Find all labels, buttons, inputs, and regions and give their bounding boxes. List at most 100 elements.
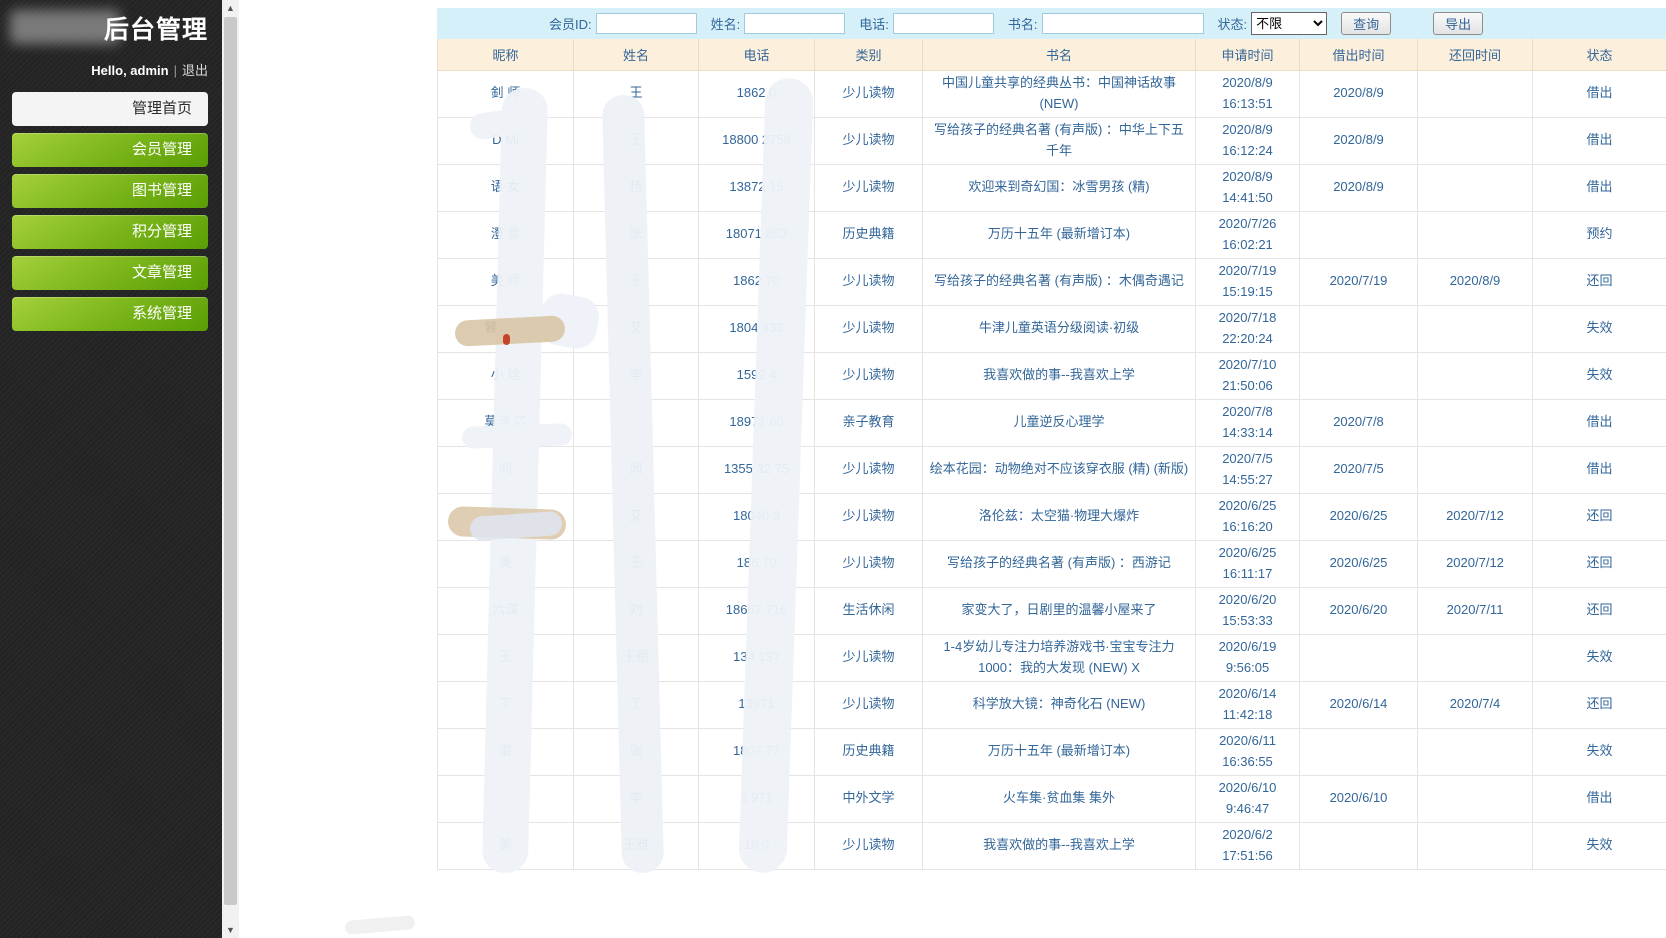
cell-nick: 小 琀: [437, 351, 574, 400]
cell-return_time: 2020/7/11: [1417, 586, 1533, 635]
greeting-separator: |: [173, 63, 177, 78]
status-select[interactable]: 不限: [1251, 12, 1328, 35]
cell-book: 写给孩子的经典名著 (有声版) ：木偶奇遇记: [922, 257, 1196, 306]
book-input[interactable]: [1041, 13, 1204, 34]
cell-category: 亲子教育: [814, 398, 923, 447]
cell-return_time: [1417, 210, 1533, 259]
cell-book: 1-4岁幼儿专注力培养游戏书·宝宝专注力1000：我的大发现 (NEW) X: [922, 633, 1196, 682]
cell-category: 少儿读物: [814, 163, 923, 212]
cell-phone: 186 70: [698, 539, 815, 588]
status-label: 状态:: [1217, 17, 1248, 32]
cell-nick: 美: [437, 821, 574, 870]
table-row: 澄 意张 18071 883 历史典籍 万历十五年 (最新增订本) 2020/7/26 …: [437, 210, 1666, 259]
cell-apply_time: 2020/7/10 21:50:06: [1195, 351, 1300, 400]
table-row: 莫泮 芯 18971 60 亲子教育 儿童逆反心理学 2020/7/8 14:33:14…: [437, 398, 1666, 447]
cell-nick: 饕 襄）: [437, 304, 574, 353]
cell-phone: 1862 70: [698, 257, 815, 306]
cell-return_time: [1417, 445, 1533, 494]
column-header-7: 还回时间: [1417, 39, 1533, 71]
cell-return_time: 2020/7/12: [1417, 492, 1533, 541]
table-row: 小 琀李 1592 4 少儿读物 我喜欢做的事--我喜欢上学 2020/7/10 21:…: [437, 351, 1666, 400]
cell-name: 闻: [573, 445, 699, 494]
phone-input[interactable]: [892, 13, 994, 34]
cell-name: 王: [573, 69, 699, 118]
sidebar-menu-item-5[interactable]: 系统管理: [12, 297, 208, 331]
scrollbar-thumb[interactable]: [224, 17, 237, 905]
cell-name: 王: [573, 539, 699, 588]
member-id-input[interactable]: [595, 13, 697, 34]
cell-phone: 1355 32 75: [698, 445, 815, 494]
sidebar-menu-item-0[interactable]: 管理首页: [12, 92, 208, 126]
cell-apply_time: 2020/8/9 16:12:24: [1195, 116, 1300, 165]
cell-apply_time: 2020/8/9 14:41:50: [1195, 163, 1300, 212]
cell-phone: 18800 2756: [698, 116, 815, 165]
cell-category: 少儿读物: [814, 680, 923, 729]
cell-return_time: [1417, 633, 1533, 682]
cell-apply_time: 2020/7/5 14:55:27: [1195, 445, 1300, 494]
column-header-0: 昵称: [437, 39, 574, 71]
sidebar-menu-item-2[interactable]: 图书管理: [12, 174, 208, 208]
cell-status: 还回: [1532, 257, 1666, 306]
cell-phone: 13971: [698, 680, 815, 729]
scrollbar-down-arrow-icon[interactable]: ▼: [222, 922, 239, 938]
logout-link[interactable]: 退出: [181, 63, 208, 78]
cell-nick: 潜: [437, 727, 574, 776]
cell-name: [573, 398, 699, 447]
cell-phone: 134 137: [698, 633, 815, 682]
cell-book: 欢迎来到奇幻国：冰雪男孩 (精): [922, 163, 1196, 212]
column-header-2: 电话: [698, 39, 815, 71]
cell-lend_time: 2020/7/19: [1299, 257, 1418, 306]
table-row: 美 师王 1862 70 少儿读物 写给孩子的经典名著 (有声版) ：木偶奇遇记 202…: [437, 257, 1666, 306]
cell-return_time: [1417, 116, 1533, 165]
cell-nick: [437, 774, 574, 823]
cell-category: 少儿读物: [814, 445, 923, 494]
cell-status: 还回: [1532, 539, 1666, 588]
top-gap: [240, 0, 1666, 8]
cell-category: 少儿读物: [814, 257, 923, 306]
cell-nick: 六谋: [437, 586, 574, 635]
cell-name: 张: [573, 210, 699, 259]
cell-status: 还回: [1532, 492, 1666, 541]
cell-category: 少儿读物: [814, 304, 923, 353]
cell-status: 借出: [1532, 69, 1666, 118]
table-header-row: 昵称 姓名 电话 类别 书名 申请时间 借出时间 还回时间 状态: [437, 39, 1666, 71]
cell-apply_time: 2020/7/8 14:33:14: [1195, 398, 1300, 447]
cell-apply_time: 2020/7/18 22:20:24: [1195, 304, 1300, 353]
cell-name: 张: [573, 727, 699, 776]
table-row: 美王 186 70 少儿读物 写给孩子的经典名著 (有声版) ：西游记 2020/6/2…: [437, 539, 1666, 588]
cell-phone: 18 0: [698, 821, 815, 870]
table-row: 丁丁 13971 少儿读物 科学放大镜：神奇化石 (NEW) 2020/6/14 11:…: [437, 680, 1666, 729]
column-header-6: 借出时间: [1299, 39, 1418, 71]
app-title: 后台管理: [103, 16, 208, 44]
cell-apply_time: 2020/6/2 17:51:56: [1195, 821, 1300, 870]
records-table: 昵称 姓名 电话 类别 书名 申请时间 借出时间 还回时间 状态 釗 师王 1862 0 少儿读物中…: [437, 39, 1666, 870]
cell-category: 历史典籍: [814, 727, 923, 776]
cell-return_time: [1417, 398, 1533, 447]
cell-return_time: [1417, 821, 1533, 870]
cell-return_time: [1417, 304, 1533, 353]
cell-return_time: [1417, 69, 1533, 118]
cell-nick: 闻: [437, 445, 574, 494]
cell-return_time: [1417, 163, 1533, 212]
sidebar-menu-item-1[interactable]: 会员管理: [12, 133, 208, 167]
cell-lend_time: 2020/6/20: [1299, 586, 1418, 635]
name-input[interactable]: [744, 13, 846, 34]
cell-category: 中外文学: [814, 774, 923, 823]
cell-name: 王: [573, 257, 699, 306]
cell-lend_time: [1299, 821, 1418, 870]
user-greeting: Hello, admin | 退出: [0, 60, 222, 79]
scrollbar-up-arrow-icon[interactable]: ▲: [222, 0, 239, 16]
cell-category: 少儿读物: [814, 351, 923, 400]
column-header-5: 申请时间: [1195, 39, 1300, 71]
cell-phone: 1862 0: [698, 69, 815, 118]
column-header-3: 类别: [814, 39, 923, 71]
cell-nick: 莫泮 芯: [437, 398, 574, 447]
cell-book: 中国儿童共享的经典丛书：中国神话故事 (NEW): [922, 69, 1196, 118]
query-button[interactable]: 查询: [1341, 12, 1392, 35]
sidebar-menu-item-4[interactable]: 文章管理: [12, 256, 208, 290]
cell-lend_time: 2020/6/14: [1299, 680, 1418, 729]
cell-status: 失效: [1532, 821, 1666, 870]
sidebar-scrollbar[interactable]: ▲ ▼: [222, 0, 239, 938]
sidebar-menu-item-3[interactable]: 积分管理: [12, 215, 208, 249]
export-button[interactable]: 导出: [1433, 12, 1484, 35]
